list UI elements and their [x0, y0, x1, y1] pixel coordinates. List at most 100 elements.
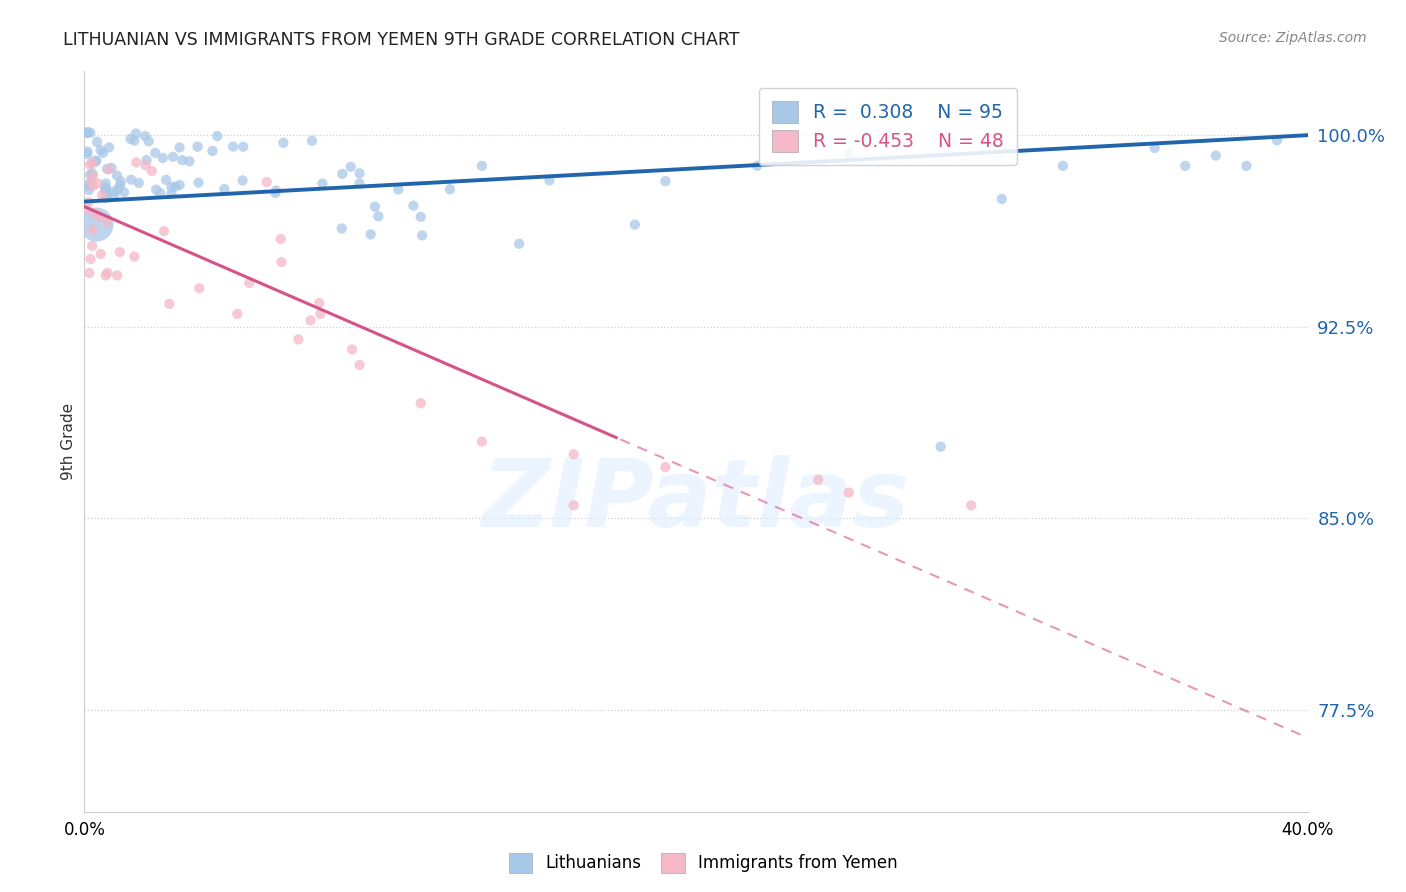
Point	[155, 173, 177, 187]
Legend: R =  0.308    N = 95, R = -0.453    N = 48: R = 0.308 N = 95, R = -0.453 N = 48	[759, 88, 1017, 165]
Point	[86, 218, 108, 232]
Point	[411, 228, 433, 243]
Point	[80, 156, 103, 170]
Point	[124, 250, 146, 264]
Point	[86, 135, 108, 149]
Point	[387, 182, 409, 196]
Point	[79, 168, 101, 182]
Point	[86, 177, 108, 191]
Point	[747, 159, 769, 173]
Point	[226, 307, 249, 321]
Point	[76, 125, 98, 139]
Point	[330, 221, 353, 235]
Point	[330, 167, 353, 181]
Text: ZIPatlas: ZIPatlas	[482, 455, 910, 547]
Point	[76, 126, 98, 140]
Point	[160, 180, 183, 194]
Point	[120, 132, 142, 146]
Point	[1174, 159, 1197, 173]
Point	[349, 177, 371, 191]
Point	[508, 236, 530, 251]
Point	[409, 396, 432, 410]
Point	[143, 145, 166, 160]
Point	[562, 447, 585, 461]
Point	[256, 175, 278, 189]
Point	[238, 276, 260, 290]
Point	[287, 333, 309, 347]
Point	[160, 186, 183, 201]
Point	[162, 150, 184, 164]
Point	[76, 145, 98, 159]
Point	[169, 178, 191, 192]
Point	[103, 187, 125, 202]
Point	[364, 200, 387, 214]
Point	[96, 214, 118, 228]
Point	[135, 153, 157, 168]
Point	[165, 179, 187, 194]
Point	[112, 185, 135, 199]
Point	[128, 176, 150, 190]
Point	[186, 139, 208, 153]
Point	[409, 210, 432, 224]
Point	[349, 358, 371, 372]
Point	[222, 139, 245, 153]
Point	[273, 136, 295, 150]
Point	[838, 485, 860, 500]
Point	[94, 181, 117, 195]
Point	[149, 186, 172, 201]
Point	[301, 134, 323, 148]
Point	[299, 313, 322, 327]
Point	[232, 173, 254, 187]
Legend: Lithuanians, Immigrants from Yemen: Lithuanians, Immigrants from Yemen	[502, 847, 904, 880]
Point	[349, 166, 371, 180]
Point	[135, 158, 157, 172]
Point	[153, 224, 176, 238]
Point	[76, 147, 98, 161]
Point	[107, 182, 129, 196]
Point	[77, 195, 100, 210]
Point	[1052, 159, 1074, 173]
Point	[76, 202, 98, 217]
Point	[402, 199, 425, 213]
Point	[138, 134, 160, 148]
Point	[96, 161, 118, 176]
Point	[80, 175, 103, 189]
Point	[960, 499, 983, 513]
Point	[82, 166, 104, 180]
Point	[439, 182, 461, 196]
Point	[79, 158, 101, 172]
Point	[79, 178, 101, 193]
Point	[86, 153, 108, 168]
Point	[98, 140, 121, 154]
Point	[145, 183, 167, 197]
Point	[124, 134, 146, 148]
Point	[311, 177, 333, 191]
Point	[100, 161, 122, 175]
Point	[562, 499, 585, 513]
Point	[94, 177, 117, 191]
Point	[108, 245, 131, 260]
Text: LITHUANIAN VS IMMIGRANTS FROM YEMEN 9TH GRADE CORRELATION CHART: LITHUANIAN VS IMMIGRANTS FROM YEMEN 9TH …	[63, 31, 740, 49]
Point	[94, 191, 117, 205]
Point	[172, 153, 194, 168]
Point	[264, 184, 287, 198]
Point	[82, 179, 104, 194]
Point	[991, 192, 1014, 206]
Point	[929, 440, 952, 454]
Point	[90, 143, 112, 157]
Point	[96, 266, 118, 280]
Point	[120, 173, 142, 187]
Point	[179, 154, 201, 169]
Point	[125, 127, 148, 141]
Point	[232, 139, 254, 153]
Point	[103, 185, 125, 199]
Point	[471, 159, 494, 173]
Point	[79, 126, 101, 140]
Point	[105, 268, 128, 283]
Point	[97, 162, 120, 177]
Point	[360, 227, 382, 242]
Point	[838, 146, 860, 161]
Point	[76, 125, 98, 139]
Point	[624, 218, 647, 232]
Point	[309, 307, 332, 321]
